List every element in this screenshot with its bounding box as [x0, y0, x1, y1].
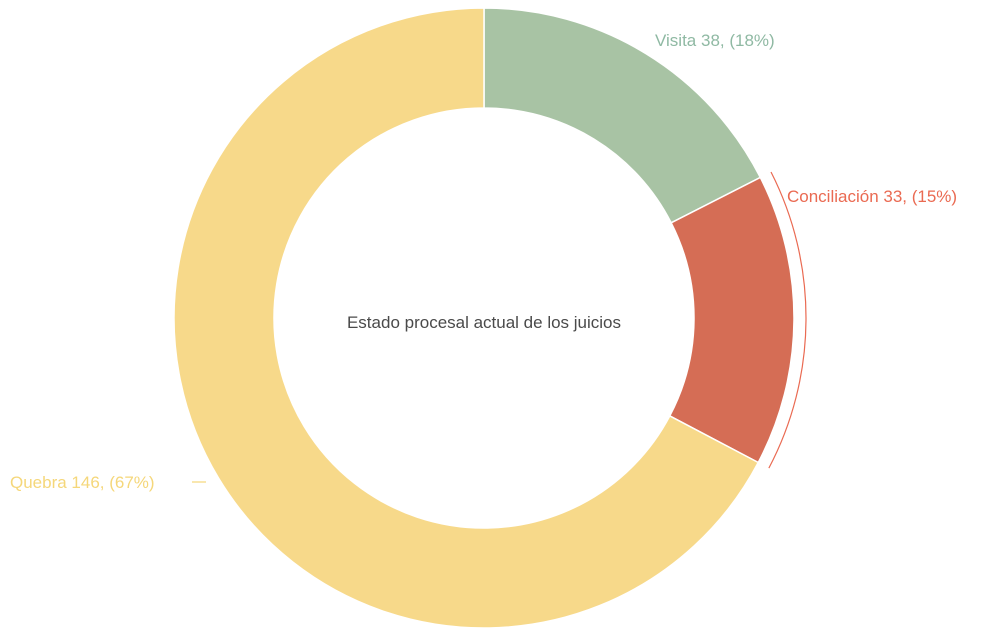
slice-quebra — [173, 7, 760, 629]
slice-labels: Visita 38, (18%) Conciliación 33, (15%) Qu… — [10, 31, 957, 492]
slice-conciliacion — [668, 176, 795, 464]
leader-conciliacion — [768, 171, 807, 469]
donut-slices — [173, 7, 795, 629]
chart-center-title: Estado procesal actual de los juicios — [347, 313, 621, 332]
label-leader-lines — [192, 171, 807, 483]
label-conciliacion: Conciliación 33, (15%) — [787, 187, 957, 206]
label-visita: Visita 38, (18%) — [655, 31, 775, 50]
label-quebra: Quebra 146, (67%) — [10, 473, 155, 492]
